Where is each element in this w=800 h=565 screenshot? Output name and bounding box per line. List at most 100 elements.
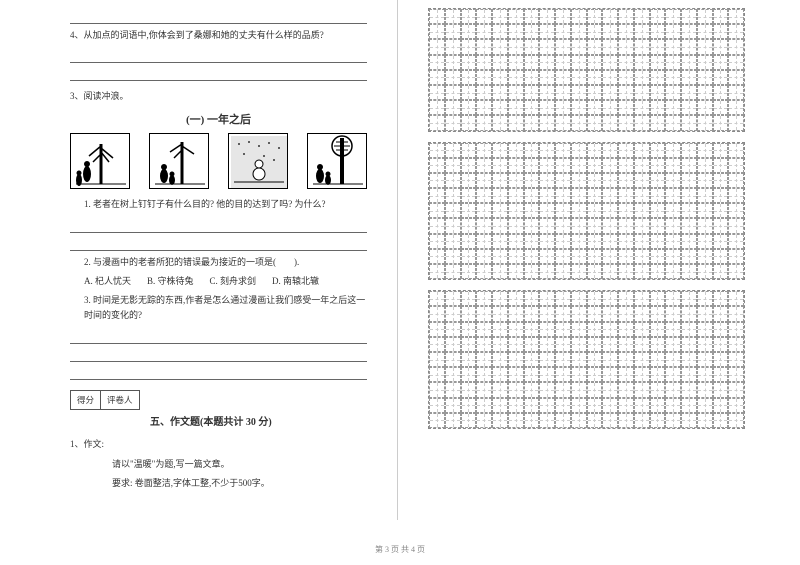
grid-cell: [650, 218, 666, 233]
answer-line: [70, 47, 367, 63]
grid-cell: [650, 203, 666, 218]
grid-cell: [587, 398, 603, 413]
grid-cell: [697, 234, 713, 249]
grid-cell: [618, 249, 634, 264]
grid-cell: [539, 85, 555, 100]
score-label: 得分: [71, 391, 101, 409]
grid-cell: [728, 264, 744, 279]
grid-cell: [713, 306, 729, 321]
grid-cell: [524, 322, 540, 337]
grid-cell: [492, 55, 508, 70]
grid-row: [429, 143, 744, 158]
grid-cell: [665, 85, 681, 100]
grid-cell: [587, 24, 603, 39]
grid-cell: [524, 367, 540, 382]
grid-cell: [524, 39, 540, 54]
grid-cell: [571, 367, 587, 382]
grid-row: [429, 39, 744, 54]
grid-cell: [461, 413, 477, 428]
grid-cell: [728, 306, 744, 321]
grid-cell: [681, 173, 697, 188]
grid-cell: [539, 234, 555, 249]
grid-cell: [602, 143, 618, 158]
answer-line: [70, 217, 367, 233]
grid-cell: [555, 234, 571, 249]
grid-cell: [650, 234, 666, 249]
grid-cell: [587, 85, 603, 100]
grid-cell: [492, 9, 508, 24]
grid-cell: [634, 188, 650, 203]
grid-row: [429, 249, 744, 264]
grid-cell: [508, 367, 524, 382]
comic-strip: [70, 133, 367, 189]
grid-cell: [492, 382, 508, 397]
grid-cell: [429, 337, 445, 352]
grid-cell: [681, 203, 697, 218]
grid-cell: [555, 70, 571, 85]
grid-cell: [602, 218, 618, 233]
grid-cell: [728, 382, 744, 397]
grid-cell: [539, 9, 555, 24]
grid-cell: [476, 413, 492, 428]
grid-cell: [713, 115, 729, 130]
grid-cell: [555, 413, 571, 428]
grid-cell: [555, 9, 571, 24]
grid-cell: [461, 203, 477, 218]
grid-cell: [697, 382, 713, 397]
grid-cell: [728, 143, 744, 158]
grid-cell: [634, 55, 650, 70]
grid-cell: [618, 382, 634, 397]
grid-cell: [555, 143, 571, 158]
grid-cell: [508, 143, 524, 158]
grid-cell: [618, 158, 634, 173]
grid-cell: [445, 322, 461, 337]
grid-cell: [492, 234, 508, 249]
grid-cell: [476, 100, 492, 115]
grid-cell: [618, 291, 634, 306]
grid-cell: [429, 249, 445, 264]
grid-cell: [697, 70, 713, 85]
grid-cell: [492, 39, 508, 54]
grid-cell: [728, 322, 744, 337]
grid-cell: [681, 234, 697, 249]
writing-grid-block: [428, 142, 745, 281]
grid-cell: [524, 173, 540, 188]
essay-prompt: 请以"温暖"为题,写一篇文章。: [70, 457, 367, 472]
grid-cell: [555, 203, 571, 218]
grid-cell: [602, 382, 618, 397]
left-column: 4、从加点的词语中,你体会到了桑娜和她的丈夫有什么样的品质? 3、阅读冲浪。 (…: [0, 0, 398, 520]
grid-cell: [571, 115, 587, 130]
grid-cell: [665, 306, 681, 321]
grid-cell: [524, 55, 540, 70]
grid-cell: [461, 234, 477, 249]
grid-cell: [476, 143, 492, 158]
grid-cell: [665, 115, 681, 130]
grid-cell: [539, 24, 555, 39]
grid-row: [429, 234, 744, 249]
grid-cell: [697, 39, 713, 54]
grid-row: [429, 158, 744, 173]
grid-cell: [713, 218, 729, 233]
grid-cell: [713, 291, 729, 306]
grid-cell: [697, 367, 713, 382]
grid-cell: [445, 115, 461, 130]
grid-cell: [445, 234, 461, 249]
grid-cell: [429, 173, 445, 188]
grid-cell: [618, 115, 634, 130]
grid-cell: [524, 218, 540, 233]
grid-cell: [665, 188, 681, 203]
grid-cell: [429, 382, 445, 397]
grid-cell: [587, 249, 603, 264]
grid-cell: [476, 70, 492, 85]
grid-cell: [492, 291, 508, 306]
grid-cell: [665, 158, 681, 173]
grid-row: [429, 9, 744, 24]
grid-cell: [650, 100, 666, 115]
grid-cell: [539, 249, 555, 264]
question-4: 4、从加点的词语中,你体会到了桑娜和她的丈夫有什么样的品质?: [70, 28, 367, 43]
grid-cell: [429, 234, 445, 249]
grid-cell: [461, 115, 477, 130]
grid-cell: [681, 188, 697, 203]
grid-cell: [571, 100, 587, 115]
grid-cell: [555, 218, 571, 233]
